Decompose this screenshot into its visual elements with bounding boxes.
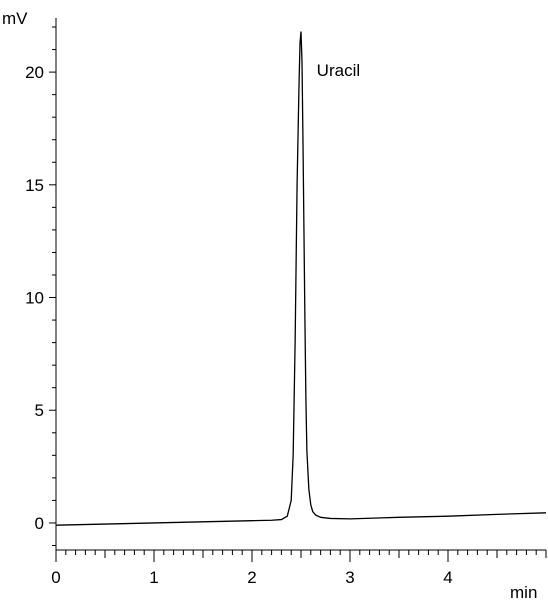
x-tick-label: 0	[51, 568, 60, 587]
axes-layer: 0 5 10 15 20 0 1 2 3 4 mV min	[2, 9, 547, 602]
plot-layer	[55, 31, 547, 526]
y-tick-label: 5	[35, 401, 44, 420]
y-axis-tick-labels: 0 5 10 15 20	[25, 63, 44, 533]
x-tick-label: 3	[345, 568, 354, 587]
x-axis-tick-labels: 0 1 2 3 4	[51, 568, 452, 587]
x-tick-label: 1	[149, 568, 158, 587]
y-axis-ticks	[49, 26, 56, 546]
y-tick-label: 15	[25, 176, 44, 195]
y-tick-label: 20	[25, 63, 44, 82]
annotation-layer: Uracil	[317, 61, 360, 80]
x-tick-label: 4	[443, 568, 452, 587]
y-tick-label: 0	[35, 514, 44, 533]
x-axis-unit-label: min	[510, 583, 537, 602]
peak-annotation-label: Uracil	[317, 61, 360, 80]
y-tick-label: 10	[25, 289, 44, 308]
x-axis-ticks	[55, 550, 547, 562]
y-axis-unit-label: mV	[2, 9, 28, 28]
chromatogram-series-line	[55, 31, 547, 526]
x-tick-label: 2	[247, 568, 256, 587]
